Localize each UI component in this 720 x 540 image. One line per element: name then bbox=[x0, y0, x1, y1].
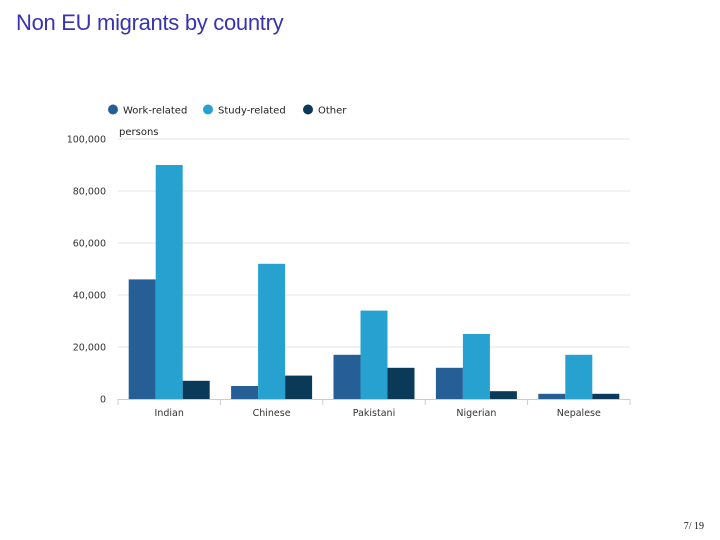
legend-marker-work-related bbox=[108, 104, 118, 115]
bar-nigerian-work-related bbox=[435, 367, 463, 399]
y-tick-label: 60,000 bbox=[73, 239, 106, 250]
bar-pakistani-other bbox=[387, 367, 415, 399]
x-tick-label: Nepalese bbox=[557, 408, 601, 419]
bar-indian-work-related bbox=[128, 279, 156, 399]
y-tick-label: 40,000 bbox=[73, 291, 106, 302]
legend-marker-other bbox=[303, 104, 313, 115]
legend-marker-study-related bbox=[203, 104, 213, 115]
y-axis-unit-label: persons bbox=[119, 127, 159, 138]
page-current: 7 bbox=[683, 521, 689, 532]
bar-pakistani-work-related bbox=[333, 354, 361, 399]
y-tick-label: 20,000 bbox=[73, 343, 106, 354]
page-number: 7/ 19 bbox=[684, 521, 704, 532]
bar-nepalese-study-related bbox=[565, 354, 593, 399]
page-total: 19 bbox=[694, 521, 704, 532]
bar-nigerian-study-related bbox=[462, 334, 490, 399]
bar-nigerian-other bbox=[489, 391, 517, 399]
y-tick-label: 100,000 bbox=[67, 135, 106, 146]
y-tick-label: 80,000 bbox=[73, 187, 106, 198]
page-separator: / bbox=[688, 521, 694, 532]
bar-nepalese-work-related bbox=[538, 393, 566, 399]
x-tick-label: Chinese bbox=[253, 408, 291, 419]
legend-label: Work-related bbox=[123, 106, 187, 117]
bar-pakistani-study-related bbox=[360, 310, 388, 399]
legend-label: Study-related bbox=[218, 106, 286, 117]
legend-label: Other bbox=[318, 106, 347, 117]
x-tick-label: Nigerian bbox=[456, 408, 496, 419]
bar-indian-other bbox=[182, 380, 210, 399]
bar-chinese-work-related bbox=[231, 386, 259, 399]
y-tick-label: 0 bbox=[100, 395, 106, 406]
bar-chinese-other bbox=[285, 375, 313, 399]
x-tick-label: Indian bbox=[155, 408, 184, 419]
x-tick-label: Pakistani bbox=[353, 408, 395, 419]
slide-title: Non EU migrants by country bbox=[16, 10, 284, 35]
bar-indian-study-related bbox=[155, 165, 183, 399]
bar-chinese-study-related bbox=[258, 263, 286, 399]
bar-nepalese-other bbox=[592, 393, 620, 399]
